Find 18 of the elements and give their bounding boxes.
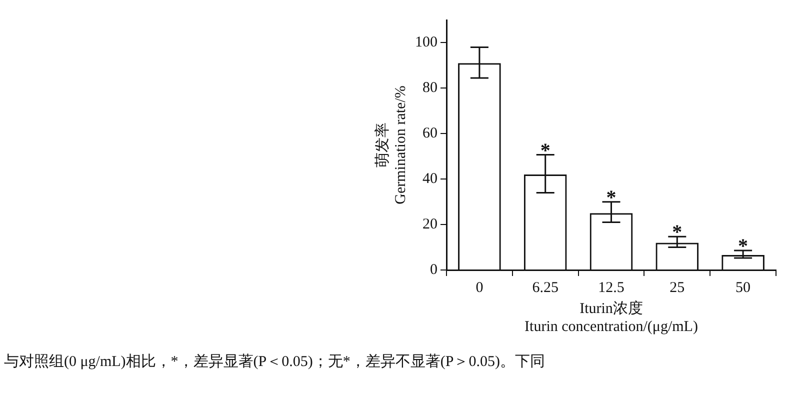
y-tick-label: 100 (415, 34, 438, 51)
x-tick-label: 12.5 (598, 280, 624, 296)
y-tick-label: 60 (422, 126, 438, 142)
x-tick-label: 0 (476, 280, 484, 296)
text: 与对照组(0 μg/mL)相比，*，差异显著(P＜0.05)；无*，差异不显著(P＞0.05)。下同 (4, 352, 545, 371)
x-tick-label: 25 (670, 280, 685, 296)
annotation: * (672, 222, 682, 244)
x-tick-label: 50 (736, 280, 751, 296)
x-axis-title: Iturin浓度 Iturin concentration/(μg/mL) (524, 300, 698, 335)
y-tick-label: 80 (422, 80, 438, 96)
annotation: * (540, 140, 550, 162)
y-tick-label: 20 (422, 216, 438, 232)
y-axis-title: 萌发率 Germination rate/% (374, 86, 409, 204)
y-tick-label: 0 (430, 262, 438, 278)
annotation: * (606, 186, 616, 209)
annotation: * (738, 235, 748, 258)
y-tick-label: 40 (422, 171, 438, 188)
x-tick-label: 6.25 (532, 280, 558, 296)
